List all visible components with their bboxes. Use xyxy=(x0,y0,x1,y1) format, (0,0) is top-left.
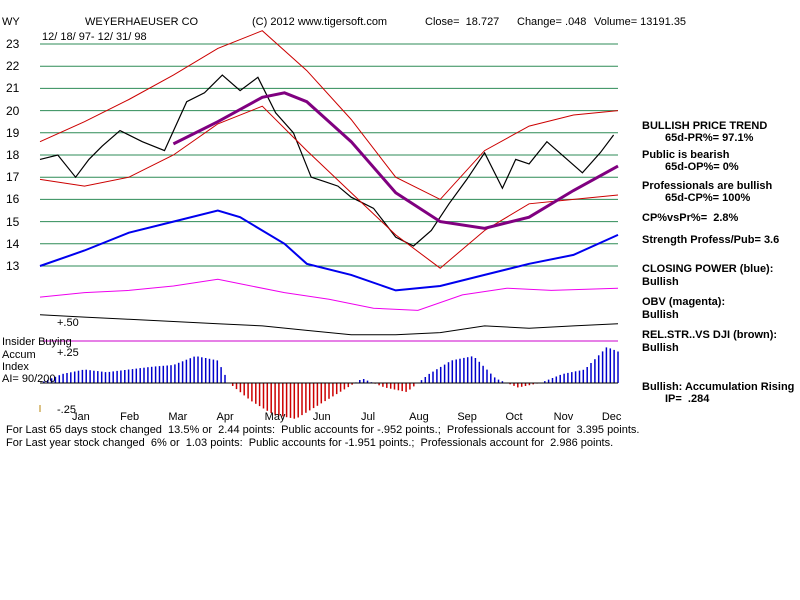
y-tick-17: 17 xyxy=(6,170,20,185)
y-tick-16: 16 xyxy=(6,192,20,207)
pr-value: 65d-PR%= 97.1% xyxy=(665,132,754,144)
month-label-aug: Aug xyxy=(409,411,429,423)
copyright: (C) 2012 www.tigersoft.com xyxy=(252,16,388,28)
accumulation-rising: Bullish: Accumulation Rising xyxy=(642,381,795,393)
month-label-jul: Jul xyxy=(361,411,376,423)
y-tick-14: 14 xyxy=(6,236,20,251)
y-tick-20: 20 xyxy=(6,103,20,118)
strength-ratio: Strength Profess/Pub= 3.6 xyxy=(642,234,780,246)
y-tick-21: 21 xyxy=(6,81,20,96)
relstr-state: Bullish xyxy=(642,342,679,354)
series-moving-average xyxy=(172,91,619,230)
y-tick-19: 19 xyxy=(6,125,20,140)
insider-buying-label: Insider Buying xyxy=(2,336,72,348)
month-label-dec: Dec xyxy=(601,411,622,423)
accum-plus-50-label: +.50 xyxy=(57,317,79,329)
series-closing-power xyxy=(39,209,619,292)
month-label-feb: Feb xyxy=(120,411,140,423)
series-price xyxy=(39,74,615,247)
y-tick-22: 22 xyxy=(6,59,20,74)
footer-line-year: For Last year stock changed 6% or 1.03 p… xyxy=(6,437,614,449)
accum-label: Accum xyxy=(2,349,36,361)
ai-label: AI= 90/200 xyxy=(2,373,56,385)
footer-line-65-days: For Last 65 days stock changed 13.5% or … xyxy=(6,424,640,436)
indicator-lines xyxy=(39,30,619,336)
month-label-jun: Jun xyxy=(312,411,331,423)
accumulation-histogram xyxy=(43,347,619,419)
public-bearish: Public is bearish xyxy=(642,149,730,161)
bullish-price-trend: BULLISH PRICE TREND xyxy=(642,120,768,132)
symbol: WY xyxy=(2,16,20,28)
op-value: 65d-OP%= 0% xyxy=(665,161,739,173)
obv-label: OBV (magenta): xyxy=(642,296,726,308)
cp-vs-pr: CP%vsPr%= 2.8% xyxy=(642,212,739,224)
series-rel-str-vs-dji xyxy=(39,314,619,336)
month-label-apr: Apr xyxy=(216,411,234,423)
month-label-mar: Mar xyxy=(168,411,188,423)
index-label: Index xyxy=(2,361,29,373)
pros-bullish: Professionals are bullish xyxy=(642,180,773,192)
cp-value: 65d-CP%= 100% xyxy=(665,192,751,204)
series-upper-band xyxy=(39,30,619,201)
change-value: Change= .048 xyxy=(517,16,587,28)
series-obv xyxy=(39,278,619,311)
obv-state: Bullish xyxy=(642,309,679,321)
month-label-may: May xyxy=(264,411,286,423)
closing-power-state: Bullish xyxy=(642,276,679,288)
y-tick-13: 13 xyxy=(6,259,20,273)
date-range: 12/ 18/ 97- 12/ 31/ 98 xyxy=(42,31,147,43)
y-tick-23: 23 xyxy=(6,37,20,51)
month-label-nov: Nov xyxy=(553,411,574,423)
company-name: WEYERHAEUSER CO xyxy=(85,16,199,28)
month-label-sep: Sep xyxy=(457,411,477,423)
accum-minus-25-label: -.25 xyxy=(57,404,76,416)
series-lower-band xyxy=(39,105,619,269)
y-tick-15: 15 xyxy=(6,214,20,229)
price-gridlines xyxy=(40,43,618,267)
y-tick-18: 18 xyxy=(6,148,20,162)
relstr-label: REL.STR..VS DJI (brown): xyxy=(642,329,778,341)
month-label-oct: Oct xyxy=(505,411,523,423)
accum-plus-25-label: +.25 xyxy=(57,347,79,359)
volume-value: Volume= 13191.35 xyxy=(594,16,687,28)
closing-power-label: CLOSING POWER (blue): xyxy=(642,263,774,275)
close-value: Close= 18.727 xyxy=(425,16,500,28)
month-label-jan: Jan xyxy=(72,411,90,423)
ip-value: IP= .284 xyxy=(665,393,710,405)
